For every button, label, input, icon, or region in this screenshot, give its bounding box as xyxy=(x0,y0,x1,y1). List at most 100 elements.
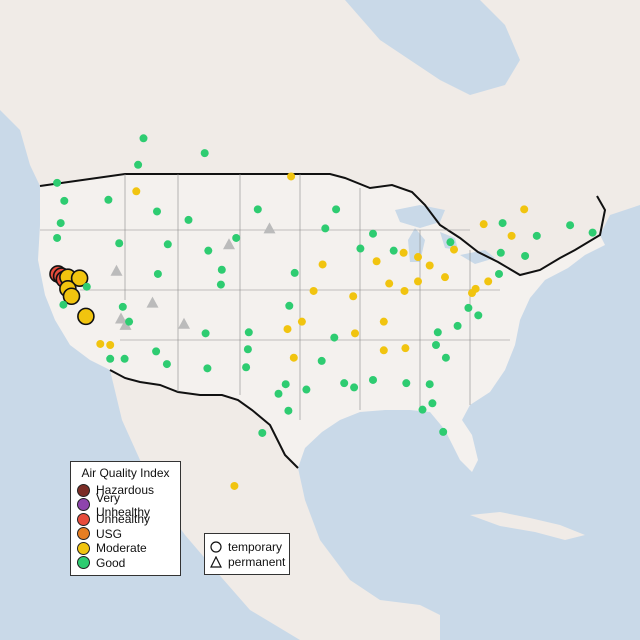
monitor-marker xyxy=(230,481,239,490)
aqi-legend-label: USG xyxy=(96,526,123,541)
monitor-marker xyxy=(432,341,440,349)
aqi-legend-item: Moderate xyxy=(77,541,174,556)
monitor-marker xyxy=(425,261,434,270)
monitor-marker xyxy=(385,279,394,288)
monitor-marker xyxy=(274,389,283,398)
monitor-marker xyxy=(284,406,293,415)
monitor-marker xyxy=(56,219,65,228)
aqi-legend-label: Very Unhealthy xyxy=(96,490,151,519)
type-legend-label: permanent xyxy=(228,554,286,569)
aqi-legend-item: USG xyxy=(77,527,174,542)
permanent-monitor-marker xyxy=(119,318,132,330)
monitor-marker xyxy=(441,273,449,282)
permanent-monitor-layer xyxy=(110,222,276,330)
monitor-marker xyxy=(356,244,365,253)
monitor-marker xyxy=(372,257,381,266)
monitor-marker xyxy=(203,364,212,373)
monitor-marker xyxy=(402,379,411,388)
monitor-marker xyxy=(369,229,377,238)
permanent-monitor-marker xyxy=(263,222,276,234)
aqi-swatch xyxy=(77,498,90,512)
monitor-marker xyxy=(433,328,442,337)
monitor-marker xyxy=(243,345,252,354)
monitor-marker xyxy=(184,215,193,224)
monitor-marker xyxy=(507,231,516,240)
mexico-landmass xyxy=(110,370,440,640)
permanent-monitor-marker xyxy=(223,238,235,250)
monitor-marker xyxy=(201,329,210,338)
monitor-marker xyxy=(70,269,89,288)
aqi-swatch xyxy=(77,541,90,555)
us-border xyxy=(39,173,607,469)
permanent-monitor-marker xyxy=(146,296,159,308)
monitor-marker xyxy=(566,221,575,230)
aqi-legend-label: Moderate xyxy=(96,541,147,556)
permanent-monitor-marker xyxy=(115,312,127,324)
monitor-marker xyxy=(297,317,306,326)
monitor-marker xyxy=(283,325,292,334)
monitor-marker xyxy=(349,292,358,301)
aqi-legend-label: Good xyxy=(96,555,126,570)
type-legend-item: permanent xyxy=(210,554,286,570)
aqi-legend-label: Unhealthy xyxy=(96,512,151,527)
hudson-bay-water xyxy=(345,0,520,95)
monitor-marker xyxy=(520,205,529,214)
monitor-marker xyxy=(418,405,427,414)
aqi-legend-label: Hazardous xyxy=(96,483,155,498)
monitor-marker xyxy=(62,287,81,306)
monitor-marker xyxy=(521,251,530,260)
monitor-marker xyxy=(53,178,62,187)
aqi-swatch xyxy=(77,483,90,497)
monitor-type-legend: temporary permanent xyxy=(204,533,290,575)
monitor-marker xyxy=(309,286,318,295)
monitor-marker xyxy=(125,317,134,326)
monitor-marker xyxy=(425,380,434,389)
monitor-marker xyxy=(162,360,171,369)
monitor-marker xyxy=(414,277,422,286)
monitor-marker xyxy=(321,224,330,233)
monitor-marker xyxy=(120,354,129,363)
monitor-marker xyxy=(96,339,105,348)
monitor-marker xyxy=(532,231,541,240)
monitor-marker xyxy=(253,205,262,214)
aqi-swatch xyxy=(77,512,90,526)
monitor-marker xyxy=(302,385,311,394)
triangle-icon xyxy=(210,555,222,568)
us-landmass xyxy=(38,174,605,470)
monitor-marker xyxy=(132,187,141,196)
circle-icon xyxy=(210,541,222,553)
aqi-legend-item: Good xyxy=(77,556,174,571)
aqi-legend-item: Unhealthy xyxy=(77,512,174,527)
monitor-marker xyxy=(104,195,113,204)
monitor-marker xyxy=(340,379,349,388)
monitor-marker xyxy=(289,353,298,362)
monitor-marker xyxy=(441,353,450,362)
monitor-marker xyxy=(287,172,296,181)
monitor-marker xyxy=(152,347,161,356)
monitor-marker xyxy=(290,268,299,277)
monitor-marker xyxy=(389,246,398,255)
monitor-marker xyxy=(115,239,124,248)
monitor-marker xyxy=(439,427,448,436)
monitor-marker xyxy=(496,248,505,257)
monitor-marker xyxy=(77,307,95,326)
monitor-marker xyxy=(351,329,359,338)
monitor-marker xyxy=(318,260,327,269)
monitor-marker xyxy=(379,346,388,355)
monitor-marker xyxy=(153,269,162,278)
florida-landmass xyxy=(445,420,478,472)
monitor-marker xyxy=(232,233,241,242)
monitor-marker xyxy=(60,196,69,205)
type-legend-label: temporary xyxy=(228,540,283,555)
monitor-marker xyxy=(134,160,143,169)
monitor-marker xyxy=(350,383,359,392)
monitor-marker xyxy=(106,354,115,363)
monitor-marker xyxy=(285,301,294,310)
monitor-marker xyxy=(139,134,148,143)
monitor-marker xyxy=(106,341,115,349)
monitor-marker xyxy=(317,356,326,365)
monitor-marker xyxy=(399,248,408,257)
monitor-marker xyxy=(446,238,455,247)
monitor-marker xyxy=(495,269,503,278)
monitor-marker xyxy=(400,286,409,295)
